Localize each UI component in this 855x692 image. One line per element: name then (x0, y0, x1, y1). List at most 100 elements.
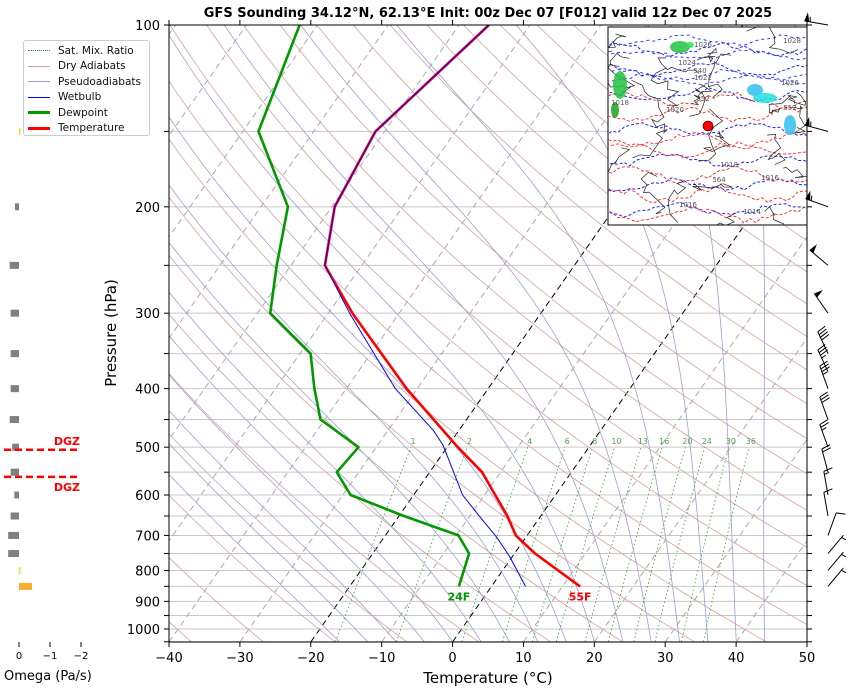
wind-barb (827, 551, 847, 571)
barb-feather (821, 366, 830, 373)
isotherm (664, 438, 807, 642)
isotherm (0, 25, 34, 642)
dry-adiabat (169, 373, 480, 642)
mixing-ratio-label: 10 (611, 437, 621, 446)
barb-half-feather (824, 472, 830, 475)
omega-bar (10, 309, 19, 317)
barb-feather (820, 331, 829, 338)
y-tick-label: 800 (135, 564, 160, 579)
map-border-line (692, 84, 713, 105)
map-height-contour (608, 122, 807, 137)
map-height-contour (608, 68, 807, 81)
y-tick-label: 200 (135, 201, 160, 216)
mixing-ratio-line (555, 447, 615, 642)
wind-barb (804, 117, 829, 132)
map-border-line (689, 84, 706, 117)
legend-item-wetbulb: Wetbulb (24, 90, 149, 106)
mixing-ratio-line (703, 447, 750, 642)
omega-bar (9, 416, 19, 424)
map-precip-area (611, 102, 619, 118)
omega-bar (9, 261, 19, 269)
dry-adiabat (279, 25, 807, 475)
map-border-line (608, 147, 631, 174)
barb-pennant (809, 244, 817, 254)
legend-label: Wetbulb (58, 91, 102, 104)
map-thickness-contour (608, 166, 807, 184)
mixing-ratio-line (502, 447, 566, 642)
mixing-ratio-label: 30 (726, 437, 736, 446)
map-border-line (696, 47, 717, 63)
dry-adiabat (169, 254, 623, 642)
x-tick-label: 20 (586, 651, 603, 666)
mixing-ratio-line (607, 447, 663, 642)
barb-feather (821, 397, 830, 404)
map-border-line (783, 167, 807, 178)
map-border-line (657, 57, 700, 74)
omega-tick-label: −2 (74, 651, 89, 662)
barb-staff (821, 448, 829, 473)
mixing-ratio-label: 24 (702, 437, 712, 446)
x-tick-label: 0 (448, 651, 456, 666)
map-contour-label: 552 (783, 104, 796, 112)
y-tick-label: 600 (135, 489, 160, 504)
isotherm (523, 236, 807, 642)
dry-adiabat (426, 25, 807, 338)
dgz-label: DGZ (54, 435, 80, 448)
map-border-line (703, 130, 731, 152)
map-precip-area (753, 93, 777, 103)
legend-item-dewpoint: Dewpoint (24, 105, 149, 121)
pseudoadiabat (169, 116, 567, 642)
wind-barb (817, 325, 830, 354)
barb-staff (804, 20, 829, 26)
omega-bar (10, 468, 19, 476)
wind-barb (819, 391, 830, 420)
barb-staff (813, 293, 829, 314)
chart-title: GFS Sounding 34.12°N, 62.13°E Init: 00z … (204, 6, 772, 21)
barb-staff (805, 198, 829, 208)
isotherm (594, 337, 807, 642)
legend-item-mixing-ratio: Sat. Mix. Ratio (24, 43, 149, 59)
pseudoadiabat (169, 409, 397, 642)
y-tick-label: 100 (135, 19, 160, 34)
map-border-line (640, 171, 666, 215)
map-precip-area (784, 115, 796, 135)
barb-feather (820, 422, 829, 428)
omega-bar (14, 491, 19, 499)
map-contour-label: 1024 (678, 59, 696, 67)
barb-staff (817, 331, 829, 354)
isotherm (169, 25, 318, 238)
map-height-contour (608, 202, 807, 218)
barb-feather (820, 349, 829, 356)
legend-label: Pseudoadiabats (58, 75, 141, 88)
legend-swatch (28, 50, 50, 52)
profiles (257, 25, 581, 588)
dewpoint-line (257, 25, 471, 587)
dry-adiabat (169, 138, 767, 642)
x-tick-label: 50 (799, 651, 816, 666)
legend-swatch (28, 126, 50, 130)
wind-barb (805, 190, 829, 208)
dry-adiabat (169, 433, 408, 642)
barb-feather (820, 394, 829, 401)
pseudoadiabat (169, 474, 340, 642)
x-tick-label: 30 (657, 651, 674, 666)
map-height-contour (608, 42, 807, 57)
legend-label: Dry Adiabats (58, 60, 126, 73)
wind-barb (819, 360, 830, 389)
map-thickness-contour (608, 106, 807, 123)
y-tick-label: 1000 (127, 623, 160, 638)
isotherm (239, 25, 673, 642)
map-contour-label: 564 (712, 176, 726, 184)
axes: −40 −30 −20 −10 0 10 20 30 40 5010020030040050060… (127, 19, 815, 666)
barb-feather (823, 488, 833, 493)
mixing-ratio-label: 1 (410, 437, 415, 446)
mixing-ratio-label: 13 (638, 437, 648, 446)
y-tick-label: 400 (135, 383, 160, 398)
barb-staff (819, 424, 829, 448)
barb-staff (817, 349, 829, 372)
dry-adiabat (206, 25, 807, 548)
map-precip-area (670, 41, 690, 53)
x-tick-label: −20 (297, 651, 324, 666)
omega-bar (8, 531, 19, 539)
